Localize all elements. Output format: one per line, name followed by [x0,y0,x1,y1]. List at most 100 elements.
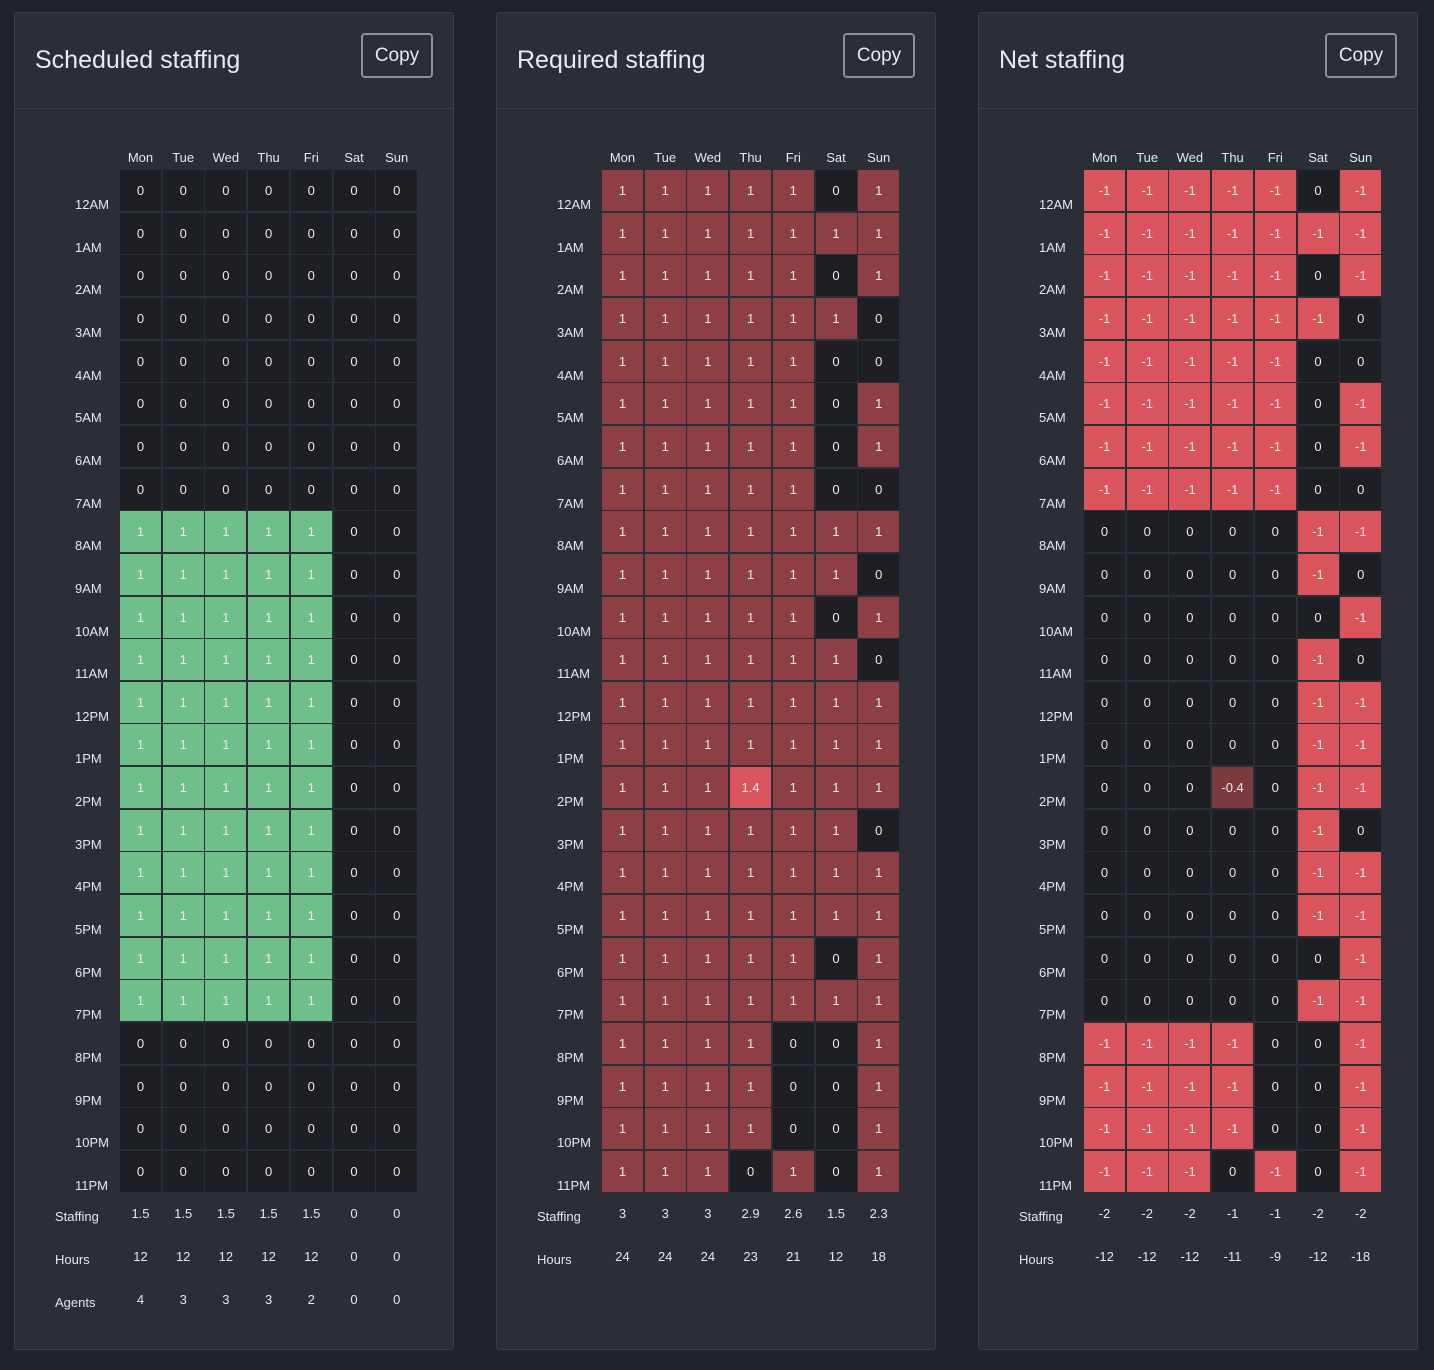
grid-cell[interactable]: 1 [730,1108,772,1150]
grid-cell[interactable]: 1 [602,1023,643,1064]
grid-cell[interactable]: 0 [248,1150,290,1192]
grid-cell[interactable]: 0 [1254,681,1296,723]
grid-cell[interactable]: 0 [1169,852,1211,894]
grid-cell[interactable]: 0 [162,340,204,382]
grid-cell[interactable]: 1 [730,1023,772,1064]
grid-cell[interactable]: -1 [1126,383,1168,425]
grid-cell[interactable]: -1 [1254,212,1296,254]
grid-cell[interactable]: 1 [730,553,772,595]
grid-cell[interactable]: 0 [772,1023,814,1064]
grid-cell[interactable]: 0 [248,468,290,510]
grid-cell[interactable]: 1 [120,596,161,638]
grid-cell[interactable]: 1 [205,639,247,681]
grid-cell[interactable]: 0 [333,937,375,979]
grid-cell[interactable]: 0 [1254,639,1296,681]
grid-cell[interactable]: -1 [1126,170,1168,211]
grid-cell[interactable]: 1 [815,895,857,937]
grid-cell[interactable]: -1 [1254,170,1296,211]
grid-cell[interactable]: 0 [858,553,900,595]
grid-cell[interactable]: 1 [858,1023,900,1064]
grid-cell[interactable]: 0 [1212,596,1254,638]
grid-cell[interactable]: -1 [1340,212,1382,254]
grid-cell[interactable]: 1 [205,767,247,809]
grid-cell[interactable]: 1 [602,852,643,894]
grid-cell[interactable]: 0 [248,170,290,211]
grid-cell[interactable]: 0 [815,1150,857,1192]
grid-cell[interactable]: 1 [772,767,814,809]
grid-cell[interactable]: 0 [1297,1108,1339,1150]
grid-cell[interactable]: -1 [1212,340,1254,382]
grid-cell[interactable]: -1 [1340,1150,1382,1192]
grid-cell[interactable]: 1 [644,383,686,425]
grid-cell[interactable]: 1 [290,937,332,979]
grid-cell[interactable]: -1 [1254,340,1296,382]
grid-cell[interactable]: 0 [290,1108,332,1150]
grid-cell[interactable]: 1 [858,681,900,723]
grid-cell[interactable]: 1 [730,511,772,553]
grid-cell[interactable]: 1 [858,895,900,937]
grid-cell[interactable]: 1 [602,809,643,851]
grid-cell[interactable]: 1 [602,596,643,638]
grid-cell[interactable]: 1 [687,340,729,382]
grid-cell[interactable]: -1 [1084,425,1125,467]
grid-cell[interactable]: 1 [858,255,900,297]
grid-cell[interactable]: 1 [687,297,729,339]
grid-cell[interactable]: -1 [1297,639,1339,681]
grid-cell[interactable]: -1 [1340,1108,1382,1150]
grid-cell[interactable]: 0 [333,681,375,723]
grid-cell[interactable]: 1 [730,297,772,339]
grid-cell[interactable]: 1 [120,852,161,894]
grid-cell[interactable]: 0 [376,297,418,339]
grid-cell[interactable]: 0 [1084,937,1125,979]
grid-cell[interactable]: 0 [205,1065,247,1107]
grid-cell[interactable]: 0 [1254,980,1296,1022]
grid-cell[interactable]: 0 [205,1023,247,1064]
grid-cell[interactable]: 1 [772,681,814,723]
grid-cell[interactable]: 0 [1126,809,1168,851]
grid-cell[interactable]: 0 [333,895,375,937]
grid-cell[interactable]: 1 [602,937,643,979]
grid-cell[interactable]: 0 [1212,724,1254,766]
grid-cell[interactable]: 0 [333,425,375,467]
grid-cell[interactable]: -1 [1297,724,1339,766]
grid-cell[interactable]: 1 [815,639,857,681]
grid-cell[interactable]: -1 [1084,340,1125,382]
grid-cell[interactable]: -1 [1169,340,1211,382]
grid-cell[interactable]: 1 [730,468,772,510]
grid-cell[interactable]: -1 [1212,212,1254,254]
grid-cell[interactable]: -1 [1297,895,1339,937]
grid-cell[interactable]: 1 [644,937,686,979]
grid-cell[interactable]: 1 [687,639,729,681]
grid-cell[interactable]: 1 [772,596,814,638]
grid-cell[interactable]: 0 [290,425,332,467]
grid-cell[interactable]: 1 [644,1065,686,1107]
grid-cell[interactable]: 0 [1126,937,1168,979]
grid-cell[interactable]: 1 [205,724,247,766]
grid-cell[interactable]: 0 [1340,468,1382,510]
grid-cell[interactable]: 1 [248,553,290,595]
grid-cell[interactable]: 0 [1297,425,1339,467]
grid-cell[interactable]: -1 [1084,1065,1125,1107]
grid-cell[interactable]: 1 [644,895,686,937]
grid-cell[interactable]: 1 [858,596,900,638]
grid-cell[interactable]: -1 [1126,255,1168,297]
grid-cell[interactable]: 1 [858,1065,900,1107]
grid-cell[interactable]: 1 [772,980,814,1022]
grid-cell[interactable]: 1 [602,170,643,211]
grid-cell[interactable]: 0 [333,212,375,254]
grid-cell[interactable]: 1 [644,511,686,553]
grid-cell[interactable]: 0 [1297,1065,1339,1107]
grid-cell[interactable]: 1 [290,681,332,723]
grid-cell[interactable]: -1 [1126,425,1168,467]
grid-cell[interactable]: -1 [1212,1065,1254,1107]
grid-cell[interactable]: 0 [1169,980,1211,1022]
grid-cell[interactable]: -1 [1126,212,1168,254]
grid-cell[interactable]: 1 [602,255,643,297]
grid-cell[interactable]: 0 [815,383,857,425]
grid-cell[interactable]: 1 [858,937,900,979]
grid-cell[interactable]: 1 [730,937,772,979]
grid-cell[interactable]: -1 [1340,511,1382,553]
grid-cell[interactable]: 1 [162,895,204,937]
grid-cell[interactable]: 0 [120,212,161,254]
grid-cell[interactable]: 0 [1254,895,1296,937]
